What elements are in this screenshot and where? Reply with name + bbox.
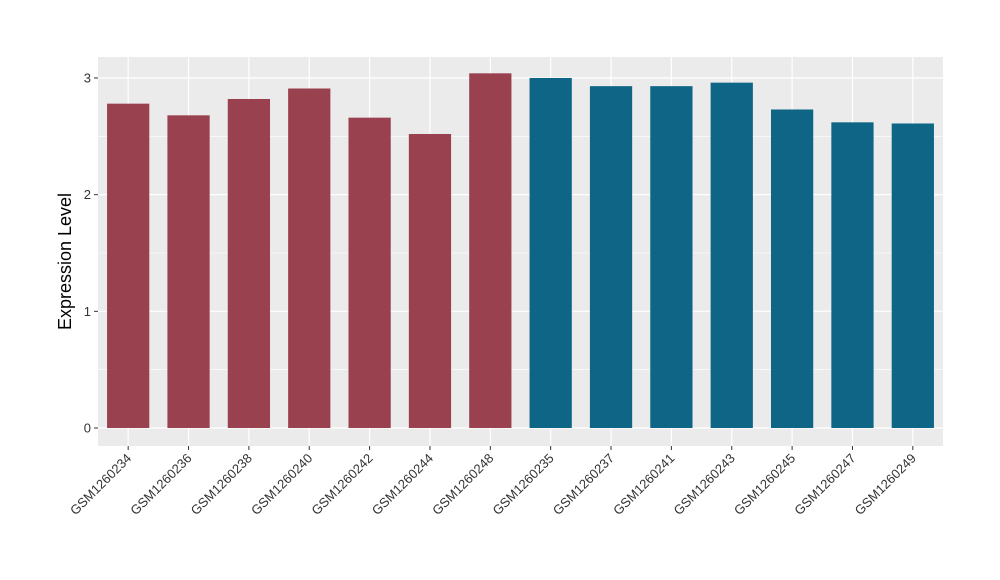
y-axis-title: Expression Level bbox=[55, 193, 75, 330]
bar-GSM1260247 bbox=[831, 122, 874, 429]
bar-GSM1260243 bbox=[710, 82, 753, 428]
bar-GSM1260236 bbox=[167, 115, 210, 428]
bar-GSM1260240 bbox=[288, 88, 331, 429]
bar-GSM1260238 bbox=[227, 98, 271, 428]
bar-GSM1260244 bbox=[408, 133, 452, 429]
x-tick-label: GSM1260236 bbox=[127, 451, 194, 518]
plot-panel bbox=[98, 57, 943, 446]
bar-GSM1260242 bbox=[348, 117, 391, 428]
x-tick-label: GSM1260237 bbox=[550, 451, 617, 518]
x-tick-label: GSM1260238 bbox=[188, 451, 255, 518]
x-tick-label: GSM1260247 bbox=[791, 451, 858, 518]
x-tick-label: GSM1260240 bbox=[248, 451, 315, 518]
x-tick-label: GSM1260249 bbox=[852, 451, 919, 518]
y-tick-label: 3 bbox=[84, 70, 91, 85]
y-tick-label: 2 bbox=[84, 187, 91, 202]
x-tick-label: GSM1260244 bbox=[369, 451, 436, 518]
bar-GSM1260249 bbox=[891, 123, 934, 428]
bar-GSM1260234 bbox=[107, 103, 150, 428]
y-tick-label: 0 bbox=[84, 421, 91, 436]
x-tick-label: GSM1260234 bbox=[67, 451, 134, 518]
bar-GSM1260245 bbox=[770, 109, 814, 428]
x-tick-label: GSM1260243 bbox=[671, 451, 738, 518]
bar-GSM1260237 bbox=[589, 86, 633, 429]
x-tick-label: GSM1260245 bbox=[731, 451, 798, 518]
x-tick-label: GSM1260242 bbox=[308, 451, 375, 518]
x-tick-label: GSM1260235 bbox=[489, 451, 556, 518]
x-tick-label: GSM1260248 bbox=[429, 451, 496, 518]
bar-GSM1260248 bbox=[469, 73, 512, 429]
bar-GSM1260235 bbox=[529, 77, 572, 429]
y-tick-label: 1 bbox=[84, 304, 91, 319]
bars bbox=[107, 73, 934, 429]
x-tick-label: GSM1260241 bbox=[610, 451, 677, 518]
bar-GSM1260241 bbox=[650, 86, 693, 429]
